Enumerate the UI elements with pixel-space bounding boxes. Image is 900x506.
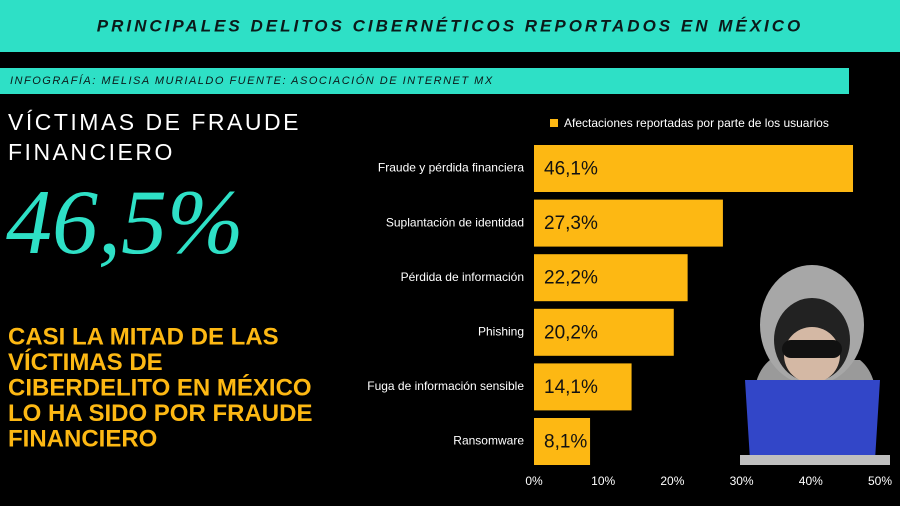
heading-line: FINANCIERO xyxy=(8,139,175,165)
title-bar xyxy=(0,0,900,52)
bar-chart: Afectaciones reportadas por parte de los… xyxy=(367,116,892,488)
value-label: 46,1% xyxy=(544,159,598,180)
statement-line: LO HA SIDO POR FRAUDE xyxy=(8,400,312,427)
y-tick-label: Ransomware xyxy=(453,434,524,448)
x-tick-label: 50% xyxy=(868,474,892,488)
y-tick-label: Phishing xyxy=(478,324,524,338)
x-tick-label: 20% xyxy=(660,474,684,488)
bar xyxy=(534,199,723,247)
highlight: VÍCTIMAS DE FRAUDE FINANCIERO 46,5% CASI LA… xyxy=(6,109,312,452)
y-tick-label: Fuga de información sensible xyxy=(367,379,524,393)
statement-line: VÍCTIMAS DE xyxy=(8,348,163,376)
title: PRINCIPALES DELITOS CIBERNÉTICOS REPORTA… xyxy=(97,16,804,35)
statement-line: CIBERDELITO EN MÉXICO xyxy=(8,373,312,401)
value-label: 14,1% xyxy=(544,377,598,398)
y-tick-label: Fraude y pérdida financiera xyxy=(378,161,524,175)
statement-line: CASI LA MITAD DE LAS xyxy=(8,323,279,350)
legend-label: Afectaciones reportadas por parte de los… xyxy=(564,116,829,130)
credits-bar xyxy=(0,68,849,94)
value-label: 27,3% xyxy=(544,213,598,234)
x-tick-label: 40% xyxy=(799,474,823,488)
x-tick-label: 30% xyxy=(730,474,754,488)
bar xyxy=(534,308,674,356)
bar xyxy=(534,418,591,465)
bar xyxy=(534,254,688,302)
heading-line: VÍCTIMAS DE FRAUDE xyxy=(8,109,301,135)
x-tick-label: 0% xyxy=(525,474,543,488)
value-label: 8,1% xyxy=(544,432,587,453)
credits: INFOGRAFÍA: MELISA MURIALDO FUENTE: ASOC… xyxy=(10,74,494,87)
y-tick-label: Suplantación de identidad xyxy=(386,215,524,229)
statement-line: FINANCIERO xyxy=(8,425,157,452)
value-label: 20,2% xyxy=(544,322,598,343)
bar xyxy=(534,145,854,192)
bar xyxy=(534,363,632,411)
x-tick-label: 10% xyxy=(591,474,615,488)
legend-swatch xyxy=(550,119,558,127)
value-label: 22,2% xyxy=(544,268,598,289)
y-tick-label: Pérdida de información xyxy=(401,270,524,284)
key-figure: 46,5% xyxy=(6,171,244,273)
hacker-illustration xyxy=(740,265,890,465)
